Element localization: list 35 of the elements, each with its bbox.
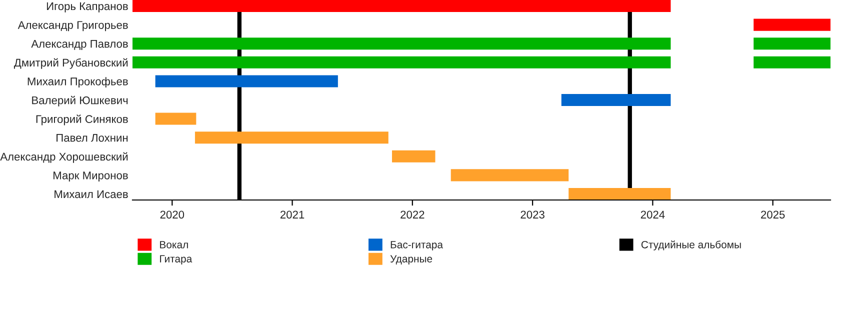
y-tick-label: Марк Миронов xyxy=(54,172,128,182)
bar xyxy=(561,94,671,106)
x-tick-label: 2021 xyxy=(280,210,304,219)
legend-label: Ударные xyxy=(390,255,432,265)
bar xyxy=(450,169,569,182)
legend-label: Студийные альбомы xyxy=(641,240,741,250)
legend-label: Гитара xyxy=(160,255,192,265)
y-tick-label: Александр Хорошевский xyxy=(0,152,128,163)
y-tick-label: Григорий Синяков xyxy=(36,114,128,126)
x-tick-label: 2023 xyxy=(520,210,544,219)
y-tick-label: Александр Павлов xyxy=(31,40,128,50)
legend-label: Вокал xyxy=(160,241,188,248)
bar xyxy=(155,112,196,125)
bar xyxy=(754,18,830,31)
x-tick-label: 2024 xyxy=(640,210,665,219)
bar xyxy=(155,75,338,88)
legend-label: Бас-гитара xyxy=(390,241,443,250)
bar xyxy=(132,0,671,12)
bar xyxy=(392,150,436,162)
y-tick-label: Михаил Исаев xyxy=(54,190,128,198)
bar xyxy=(132,56,671,68)
bar xyxy=(754,38,830,50)
bar xyxy=(568,188,671,200)
bar xyxy=(132,38,671,50)
bar xyxy=(194,132,388,144)
x-tick-label: 2022 xyxy=(400,210,424,219)
x-tick-label: 2020 xyxy=(160,210,184,219)
y-tick-label: Валерий Юшкевич xyxy=(32,96,128,106)
x-tick-label: 2025 xyxy=(761,210,785,219)
bar xyxy=(754,56,830,68)
y-tick-label: Игорь Капранов xyxy=(46,2,128,12)
y-tick-label: Михаил Прокофьев xyxy=(28,77,128,88)
y-tick-label: Александр Григорьев xyxy=(18,21,128,32)
y-tick-label: Дмитрий Рубановский xyxy=(14,58,128,69)
y-tick-label: Павел Лохнин xyxy=(56,134,128,142)
